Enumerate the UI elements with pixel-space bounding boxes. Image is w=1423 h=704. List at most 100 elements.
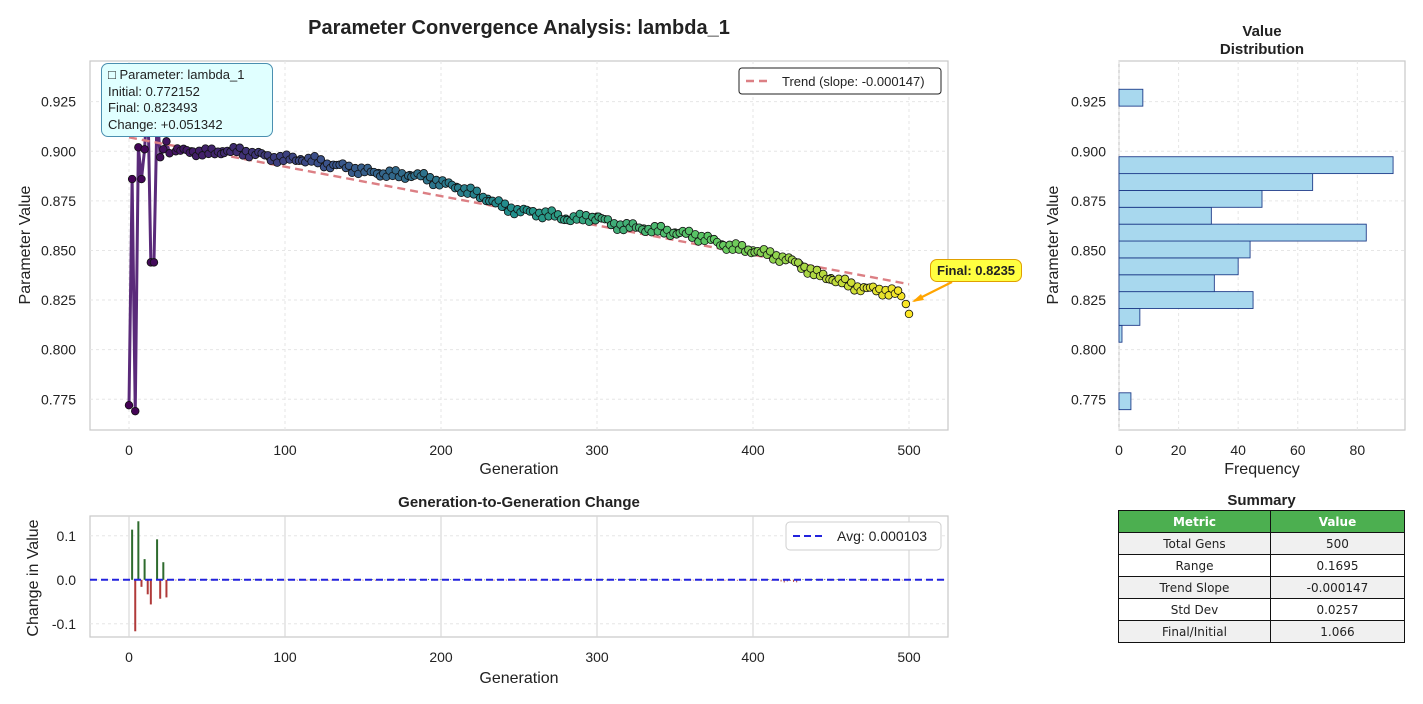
change-bar [484, 579, 486, 581]
summary-value-cell: 500 [1269, 532, 1406, 555]
x-tick-label: 300 [585, 442, 609, 458]
change-bar [858, 578, 860, 580]
main-plot-grid [90, 61, 948, 430]
histogram-bar [1118, 189, 1263, 208]
change-bar [253, 578, 255, 580]
legend-avg-label: Avg: 0.000103 [837, 528, 927, 544]
change-bar [649, 578, 651, 580]
x-tick-label: 200 [429, 649, 453, 665]
change-bar [833, 579, 835, 581]
data-point [127, 174, 137, 184]
change-bar [328, 579, 330, 581]
change-bar [783, 579, 785, 583]
x-tick-label: 100 [273, 649, 297, 665]
summary-metric-cell: Trend Slope [1118, 576, 1271, 599]
legend-trend-label: Trend (slope: -0.000147) [782, 74, 925, 89]
data-point [124, 401, 134, 410]
change-bar [571, 579, 573, 581]
change-bar [362, 579, 364, 581]
change-bar [527, 579, 529, 581]
change-panel: Generation-to-Generation Change 0 100 200 3… [25, 494, 949, 687]
data-point [904, 309, 914, 319]
histogram-x-ticks: 0 20 40 60 80 [1115, 442, 1365, 458]
table-row: Trend Slope -0.000147 [1118, 576, 1406, 599]
change-bar [131, 529, 134, 580]
table-row: Range 0.1695 [1118, 554, 1406, 577]
change-y-axis-label: Change in Value [25, 519, 42, 636]
info-line-change: Change: +0.051342 [108, 116, 223, 132]
data-point [901, 299, 911, 309]
histogram-bar [1118, 173, 1314, 191]
change-bar [462, 579, 464, 580]
summary-header-value: Value [1269, 510, 1406, 533]
change-bar [602, 578, 604, 580]
change-bar [824, 578, 826, 580]
y-tick-label: 0.0 [57, 572, 77, 588]
change-bar [162, 562, 165, 580]
histogram-panel: Value Distribution 0 20 40 60 80 0.7750.8000… [1045, 23, 1406, 478]
x-tick-label: 400 [741, 442, 765, 458]
summary-metric-cell: Total Gens [1118, 532, 1271, 555]
change-bar [880, 579, 882, 581]
change-bar [702, 579, 704, 581]
histogram-bars [1118, 88, 1394, 411]
summary-value-cell: -0.000147 [1269, 576, 1406, 599]
x-tick-label: 500 [897, 649, 921, 665]
change-bar [562, 579, 564, 581]
change-bar [889, 579, 891, 581]
table-row: Final/Initial 1.066 [1118, 620, 1406, 643]
change-x-ticks: 0 100 200 300 400 500 [125, 649, 921, 665]
histogram-y-axis-label: Parameter Value [1045, 185, 1062, 304]
summary-metric-cell: Range [1118, 554, 1271, 577]
x-tick-label: 60 [1290, 442, 1306, 458]
change-bar [137, 521, 140, 580]
summary-header-metric: Metric [1118, 510, 1271, 533]
summary-table: Metric Value Total Gens 500 Range 0.1695… [1118, 510, 1406, 643]
change-bar [789, 579, 791, 581]
change-bar [693, 579, 695, 581]
change-bar [184, 579, 186, 580]
x-tick-label: 0 [125, 649, 133, 665]
change-bar [811, 579, 813, 580]
summary-metric-cell: Final/Initial [1118, 620, 1271, 643]
table-row: Std Dev 0.0257 [1118, 598, 1406, 621]
change-bar [637, 579, 639, 580]
change-bar [218, 578, 220, 580]
histogram-bar [1118, 206, 1212, 225]
x-tick-label: 100 [273, 442, 297, 458]
y-tick-label: 0.850 [41, 242, 76, 258]
data-point [840, 274, 850, 284]
change-bar [371, 579, 373, 580]
x-tick-label: 0 [1115, 442, 1123, 458]
summary-value-cell: 1.066 [1269, 620, 1406, 643]
histogram-title-line2: Distribution [1220, 41, 1304, 58]
change-bar [746, 579, 748, 581]
change-bar [428, 578, 430, 580]
data-point [149, 258, 159, 267]
x-tick-label: 500 [897, 442, 921, 458]
histogram-bar [1118, 274, 1215, 293]
change-bar [793, 579, 795, 582]
x-tick-label: 200 [429, 442, 453, 458]
y-tick-label: 0.800 [41, 342, 76, 358]
data-point [131, 406, 140, 416]
y-tick-label: -0.1 [52, 616, 76, 632]
x-tick-label: 400 [741, 649, 765, 665]
histogram-bar [1118, 88, 1144, 107]
summary-header-row: Metric Value [1118, 510, 1406, 533]
change-bar [658, 579, 660, 581]
change-bar [768, 579, 770, 580]
main-legend: Trend (slope: -0.000147) [738, 67, 942, 95]
y-tick-label: 0.775 [41, 391, 76, 407]
change-bar [540, 579, 542, 581]
change-bar [393, 578, 395, 580]
change-bar [231, 579, 233, 580]
main-x-ticks: 0 100 200 300 400 500 [125, 442, 921, 458]
histogram-y-ticks: 0.775 0.800 0.825 0.850 0.875 0.900 0.925 [1071, 94, 1106, 408]
parameter-info-box: □ Parameter: lambda_1 Initial: 0.772152 … [101, 63, 273, 137]
main-y-axis-label: Parameter Value [17, 185, 34, 304]
change-bar [149, 579, 152, 605]
change-bar [624, 579, 626, 580]
change-bar [671, 579, 673, 580]
